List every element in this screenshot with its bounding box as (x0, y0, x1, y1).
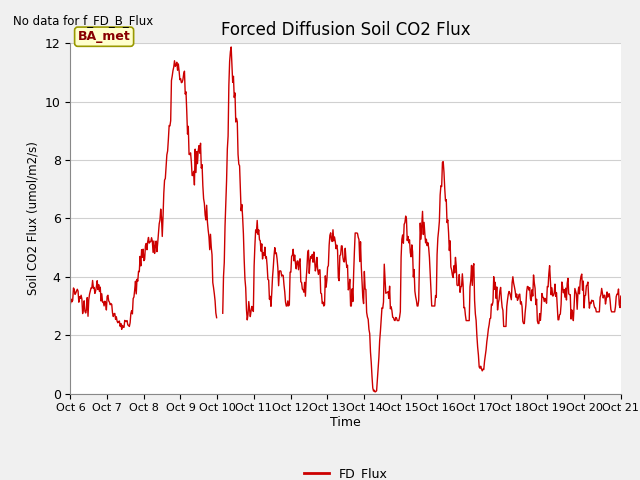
Y-axis label: Soil CO2 Flux (umol/m2/s): Soil CO2 Flux (umol/m2/s) (26, 142, 39, 295)
X-axis label: Time: Time (330, 416, 361, 429)
Legend: FD_Flux: FD_Flux (299, 462, 392, 480)
Title: Forced Diffusion Soil CO2 Flux: Forced Diffusion Soil CO2 Flux (221, 21, 470, 39)
Text: No data for f_FD_B_Flux: No data for f_FD_B_Flux (13, 14, 153, 27)
Text: BA_met: BA_met (77, 30, 131, 43)
